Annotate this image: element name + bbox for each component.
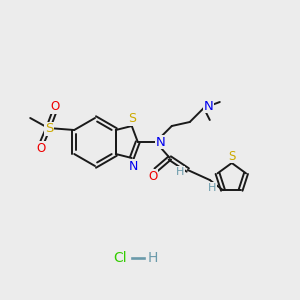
Text: N: N — [204, 100, 214, 112]
Text: N: N — [129, 160, 139, 172]
Text: S: S — [45, 122, 53, 136]
Text: Cl: Cl — [113, 251, 127, 265]
Text: S: S — [128, 112, 136, 125]
Text: H: H — [148, 251, 158, 265]
Text: O: O — [148, 169, 158, 182]
Text: O: O — [37, 142, 46, 154]
Text: N: N — [156, 136, 166, 148]
Text: S: S — [228, 149, 236, 163]
Text: O: O — [51, 100, 60, 113]
Text: H: H — [208, 183, 216, 193]
Text: H: H — [176, 167, 184, 177]
